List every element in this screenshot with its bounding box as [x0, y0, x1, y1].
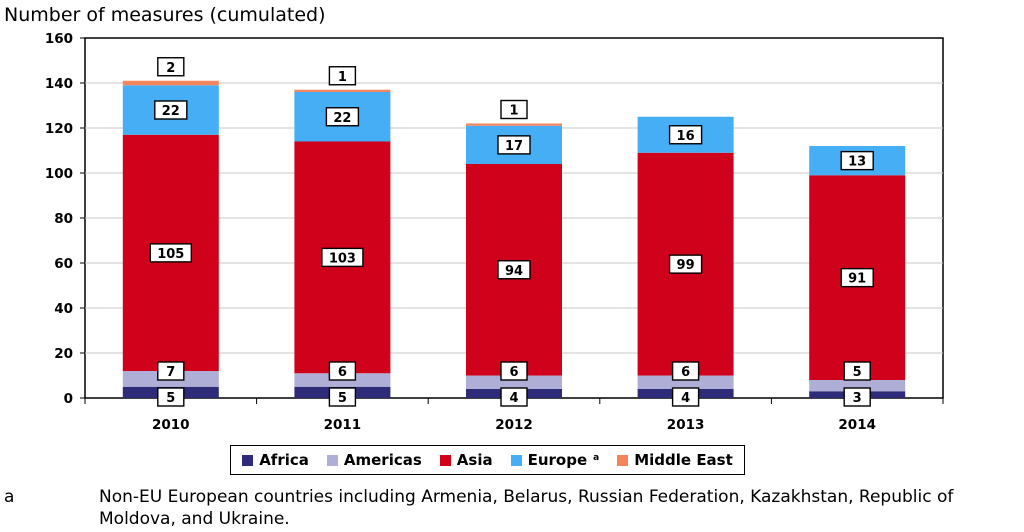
- legend-swatch: [242, 454, 254, 466]
- legend-superscript: a: [593, 453, 600, 463]
- footnote-text: Non-EU European countries including Arme…: [99, 487, 954, 529]
- y-tick-label: 40: [54, 301, 73, 317]
- y-tick-label: 120: [45, 121, 73, 137]
- data-label-box: [668, 254, 703, 274]
- legend: Africa Americas Asia Europe a Middle East: [230, 445, 745, 475]
- data-label: 4: [509, 391, 518, 406]
- data-label: 91: [848, 272, 866, 287]
- data-label-box: [149, 243, 193, 263]
- legend-label: Middle East: [634, 451, 733, 469]
- data-label-box: [154, 100, 188, 120]
- data-label-box: [497, 135, 531, 155]
- data-label: 22: [162, 104, 180, 119]
- data-label-box: [497, 260, 531, 280]
- data-label: 6: [338, 365, 347, 380]
- legend-swatch: [617, 454, 629, 466]
- y-tick-label: 80: [54, 211, 73, 227]
- data-label-box: [157, 361, 185, 381]
- data-label: 2: [166, 61, 175, 76]
- legend-item: Africa: [242, 451, 309, 469]
- data-label: 105: [157, 247, 184, 262]
- x-tick-label: 2012: [495, 417, 533, 433]
- legend-label: Africa: [259, 451, 309, 469]
- data-label-box: [500, 387, 528, 407]
- legend-swatch: [439, 454, 451, 466]
- data-label-box: [325, 107, 360, 127]
- legend-item: Europe a: [510, 451, 600, 469]
- y-tick-label: 0: [64, 391, 73, 407]
- bar-segment-middle-east: [466, 123, 562, 126]
- data-label: 16: [677, 129, 695, 144]
- legend-label: Asia: [456, 451, 493, 469]
- data-label: 5: [166, 391, 175, 406]
- data-label: 1: [338, 70, 347, 85]
- data-label: 6: [509, 365, 518, 380]
- data-label: 94: [505, 264, 523, 279]
- legend-item: Asia: [439, 451, 493, 469]
- y-axis-ticks: 0 20 40 60 80 100 120 140 160: [45, 31, 85, 407]
- data-label-box: [328, 387, 357, 407]
- legend-item: Americas: [326, 451, 422, 469]
- bar-segment-middle-east: [294, 89, 391, 92]
- data-label: 5: [853, 365, 862, 380]
- data-label-box: [328, 361, 357, 381]
- data-label: 1: [509, 104, 518, 119]
- bar-segment-americas: [809, 380, 906, 392]
- data-label: 4: [681, 391, 690, 406]
- data-label: 5: [338, 391, 347, 406]
- data-label-box: [157, 57, 185, 77]
- y-tick-label: 100: [45, 166, 73, 182]
- x-tick-label: 2013: [667, 417, 705, 433]
- data-label: 13: [848, 155, 866, 170]
- data-label-box: [500, 99, 528, 120]
- data-label-box: [157, 387, 185, 407]
- data-label: 7: [166, 365, 175, 380]
- data-label: 99: [677, 258, 695, 273]
- bar-segment-americas: [466, 375, 562, 389]
- bar-segment-middle-east: [122, 80, 219, 86]
- data-label: 17: [505, 139, 523, 154]
- data-label-box: [840, 150, 874, 171]
- x-axis-ticks: 2010 2011 2012 2013 2014: [84, 398, 944, 433]
- legend-label: Europe: [527, 451, 588, 469]
- y-tick-label: 140: [45, 76, 73, 92]
- y-tick-label: 60: [54, 256, 73, 272]
- legend-item: Middle East: [617, 451, 733, 469]
- data-label-box: [671, 361, 700, 381]
- data-label: 3: [853, 391, 862, 406]
- legend-label: Americas: [343, 451, 422, 469]
- y-tick-label: 160: [45, 31, 73, 47]
- x-tick-label: 2014: [838, 417, 876, 433]
- data-label-box: [843, 387, 871, 407]
- x-tick-label: 2011: [324, 417, 362, 433]
- data-label: 22: [333, 111, 351, 126]
- data-label: 6: [681, 365, 690, 380]
- data-label-box: [671, 387, 700, 407]
- x-tick-label: 2010: [152, 417, 190, 433]
- y-axis-title: Number of measures (cumulated): [4, 4, 326, 26]
- y-tick-label: 20: [54, 346, 73, 362]
- data-label-box: [328, 66, 357, 86]
- footnote-mark: a: [4, 487, 15, 507]
- data-label: 103: [329, 251, 356, 266]
- data-label-box: [321, 247, 364, 268]
- bar-segment-americas: [637, 375, 734, 389]
- legend-swatch: [326, 454, 338, 466]
- legend-swatch: [510, 454, 522, 466]
- data-label-box: [840, 267, 874, 288]
- data-label-box: [843, 361, 871, 381]
- data-label-box: [500, 361, 528, 381]
- data-label-box: [668, 125, 703, 145]
